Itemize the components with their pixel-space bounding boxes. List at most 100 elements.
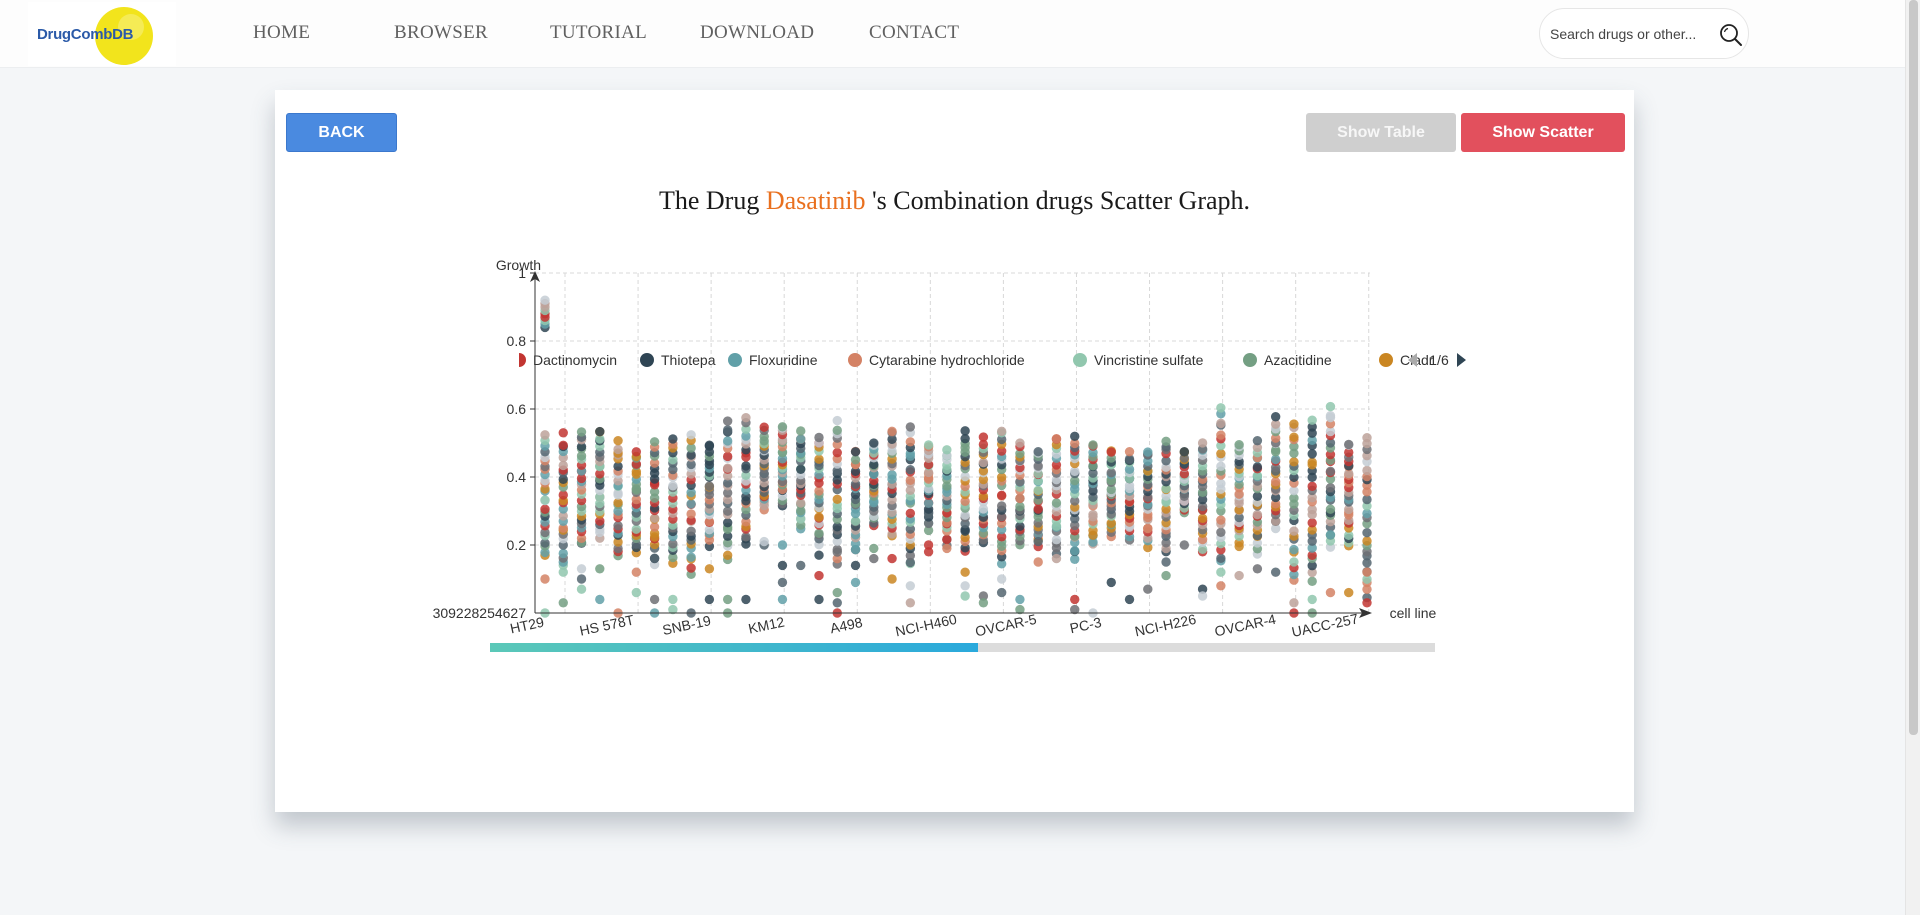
data-point (722, 518, 733, 528)
data-point (1033, 557, 1043, 567)
zoom-selection[interactable] (490, 643, 978, 652)
data-point (1124, 480, 1135, 491)
data-point (923, 440, 934, 450)
data-point (1362, 432, 1372, 443)
data-point (832, 536, 842, 547)
data-point (1289, 526, 1299, 536)
data-point (1070, 466, 1080, 476)
data-point (814, 528, 824, 539)
back-button[interactable]: BACK (286, 113, 397, 152)
data-point (576, 441, 587, 452)
data-point (686, 443, 696, 453)
data-point (1362, 494, 1372, 505)
data-point (595, 469, 605, 479)
data-point (814, 594, 824, 605)
data-point (1161, 557, 1171, 567)
nav-contact[interactable]: CONTACT (869, 22, 960, 43)
nav-home[interactable]: HOME (253, 22, 311, 43)
data-point (887, 553, 897, 564)
legend-item[interactable]: Floxuridine (728, 352, 818, 368)
legend-item[interactable]: Cladr (1379, 352, 1434, 368)
legend-page: 1/6 (1429, 352, 1449, 368)
data-point (722, 425, 733, 435)
data-point (1015, 501, 1025, 512)
legend-item[interactable]: Cytarabine hydrochloride (848, 352, 1025, 368)
data-point (1270, 412, 1281, 422)
data-point (1070, 431, 1080, 442)
x-tick-label: A498 (829, 614, 865, 636)
data-point (1289, 472, 1299, 483)
data-point (832, 447, 842, 458)
show-scatter-button[interactable]: Show Scatter (1461, 113, 1625, 152)
x-tick-label: HT29 (509, 614, 546, 637)
data-point (942, 445, 952, 455)
data-point (905, 465, 916, 475)
data-point (850, 560, 861, 571)
data-point (741, 461, 751, 471)
data-point (558, 440, 568, 451)
data-point (704, 564, 715, 574)
data-point (613, 537, 623, 547)
drug-name[interactable]: Dasatinib (765, 186, 866, 215)
data-point (1252, 462, 1263, 472)
data-point (741, 424, 751, 434)
legend-next-icon[interactable] (1457, 353, 1466, 367)
x-tick-label: OVCAR-4 (1213, 611, 1277, 640)
data-point (1344, 439, 1354, 450)
show-table-button[interactable]: Show Table (1306, 113, 1456, 152)
data-point (668, 604, 678, 615)
data-point (1307, 449, 1317, 459)
legend-item[interactable]: Vincristine sulfate (1073, 352, 1204, 368)
data-point (1307, 435, 1317, 446)
data-point (722, 436, 733, 446)
data-point (923, 547, 934, 557)
data-point (1252, 442, 1263, 453)
data-point (832, 587, 842, 598)
data-point (996, 559, 1007, 569)
nav-browser[interactable]: BROWSER (394, 22, 488, 43)
nav-tutorial[interactable]: TUTORIAL (550, 22, 648, 43)
data-point (1033, 536, 1043, 547)
data-point (613, 520, 623, 531)
search-icon[interactable] (1718, 22, 1744, 48)
data-point (1234, 504, 1244, 515)
nav-download[interactable]: DOWNLOAD (700, 22, 815, 43)
data-point (1070, 546, 1080, 556)
data-point (595, 594, 605, 605)
legend-item[interactable]: Dactinomycin (519, 352, 617, 368)
search-input[interactable] (1550, 23, 1710, 45)
legend-prev-icon[interactable] (1408, 353, 1417, 367)
legend-label: Floxuridine (749, 352, 818, 368)
x-tick-labels: HT29 HS 578T SNB-19 KM12 A498 NCI-H460 OVCAR-5… (509, 610, 1360, 640)
drugcombdb-logo[interactable]: DrugCombDB (28, 2, 176, 66)
legend-item[interactable]: Azacitidine (1243, 352, 1332, 368)
data-point (722, 478, 733, 488)
data-point (850, 447, 861, 457)
data-point (1051, 460, 1062, 470)
data-point (1051, 475, 1062, 485)
data-point (1070, 604, 1080, 615)
data-point (1015, 604, 1025, 615)
scrollbar-thumb[interactable] (1909, 0, 1918, 735)
data-point (1143, 584, 1153, 594)
data-point (1070, 520, 1080, 531)
y-tick-label: 0.6 (507, 401, 527, 417)
y-min-label: 309228254627 (433, 605, 527, 621)
data-point (741, 532, 751, 542)
data-point (1179, 491, 1190, 502)
data-point (1252, 435, 1263, 446)
x-tick-label: HS 578T (578, 611, 636, 638)
data-point (1216, 515, 1226, 525)
data-point (576, 564, 587, 574)
data-point (1362, 528, 1372, 538)
data-point (1033, 485, 1043, 496)
data-point (686, 552, 696, 562)
data-point (978, 591, 989, 601)
legend-item[interactable]: Thiotepa (640, 352, 716, 368)
data-point (1015, 521, 1025, 532)
y-tick-label: 1 (518, 265, 526, 281)
legend-marker (1243, 353, 1257, 367)
data-point (796, 434, 806, 444)
data-point (1216, 440, 1226, 451)
vertical-scrollbar[interactable] (1905, 0, 1920, 915)
